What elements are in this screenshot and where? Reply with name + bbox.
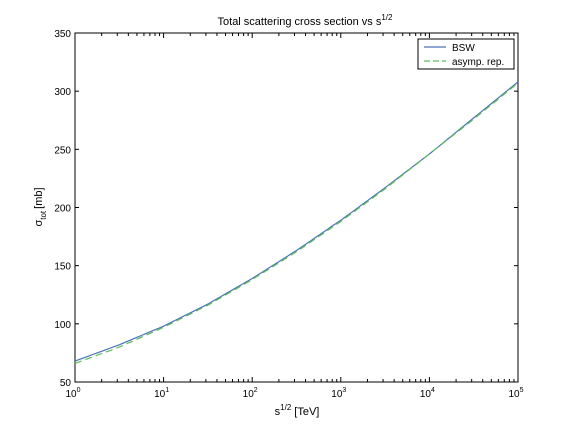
- y-tick-label: 300: [54, 87, 71, 98]
- series-line-asymp: [74, 82, 519, 364]
- y-axis-label-unit: [mb]: [33, 187, 45, 208]
- series-group: [74, 81, 519, 364]
- x-tick-label-exponent: 2: [254, 387, 258, 394]
- x-tick-label-base: 10: [65, 389, 77, 400]
- x-tick-label-exponent: 0: [77, 387, 81, 394]
- x-tick-label: 103: [331, 387, 346, 400]
- x-tick-label-base: 10: [508, 389, 520, 400]
- x-tick-label-base: 10: [243, 389, 255, 400]
- x-tick-label-exponent: 4: [431, 387, 435, 394]
- y-tick-label: 100: [54, 320, 71, 331]
- y-tick-label: 250: [54, 145, 71, 156]
- x-axis: 100 101 102 103 104 105: [65, 33, 524, 400]
- legend-label-bsw: BSW: [452, 43, 475, 54]
- x-tick-label-base: 10: [154, 389, 166, 400]
- y-axis-label-base: σ: [33, 220, 45, 227]
- chart-title-text: Total scattering cross section vs s: [218, 16, 382, 28]
- x-tick-label: 105: [508, 387, 523, 400]
- y-axis: 50 100 150 200 250 300 350: [54, 29, 518, 389]
- y-tick-label: 150: [54, 262, 71, 273]
- x-tick-label-exponent: 3: [342, 387, 346, 394]
- plot-area: [74, 32, 519, 383]
- legend-label-asymp: asymp. rep.: [452, 57, 504, 68]
- chart-title: Total scattering cross section vs s1/2: [218, 13, 394, 28]
- chart-title-superscript: 1/2: [381, 13, 393, 22]
- legend-box: [417, 38, 515, 70]
- x-tick-label: 100: [65, 387, 80, 400]
- x-tick-label-base: 10: [331, 389, 343, 400]
- y-tick-label: 200: [54, 204, 71, 215]
- x-tick-label-base: 10: [420, 389, 432, 400]
- x-tick-label: 101: [154, 387, 169, 400]
- x-axis-label-unit: [TeV]: [294, 406, 319, 418]
- x-tick-label-exponent: 5: [520, 387, 524, 394]
- x-axis-label-superscript: 1/2: [280, 403, 292, 412]
- y-tick-label: 350: [54, 29, 71, 40]
- x-tick-label: 104: [420, 387, 435, 400]
- x-tick-label: 102: [243, 387, 258, 400]
- y-axis-label: σtot [mb]: [33, 187, 48, 226]
- x-axis-label: s1/2 [TeV]: [275, 403, 320, 418]
- legend: BSW asymp. rep.: [417, 38, 515, 70]
- x-tick-label-exponent: 1: [165, 387, 169, 394]
- y-tick-label: 50: [60, 378, 72, 389]
- x-axis-label-base: s: [275, 406, 281, 418]
- y-axis-label-subscript: tot: [39, 210, 48, 220]
